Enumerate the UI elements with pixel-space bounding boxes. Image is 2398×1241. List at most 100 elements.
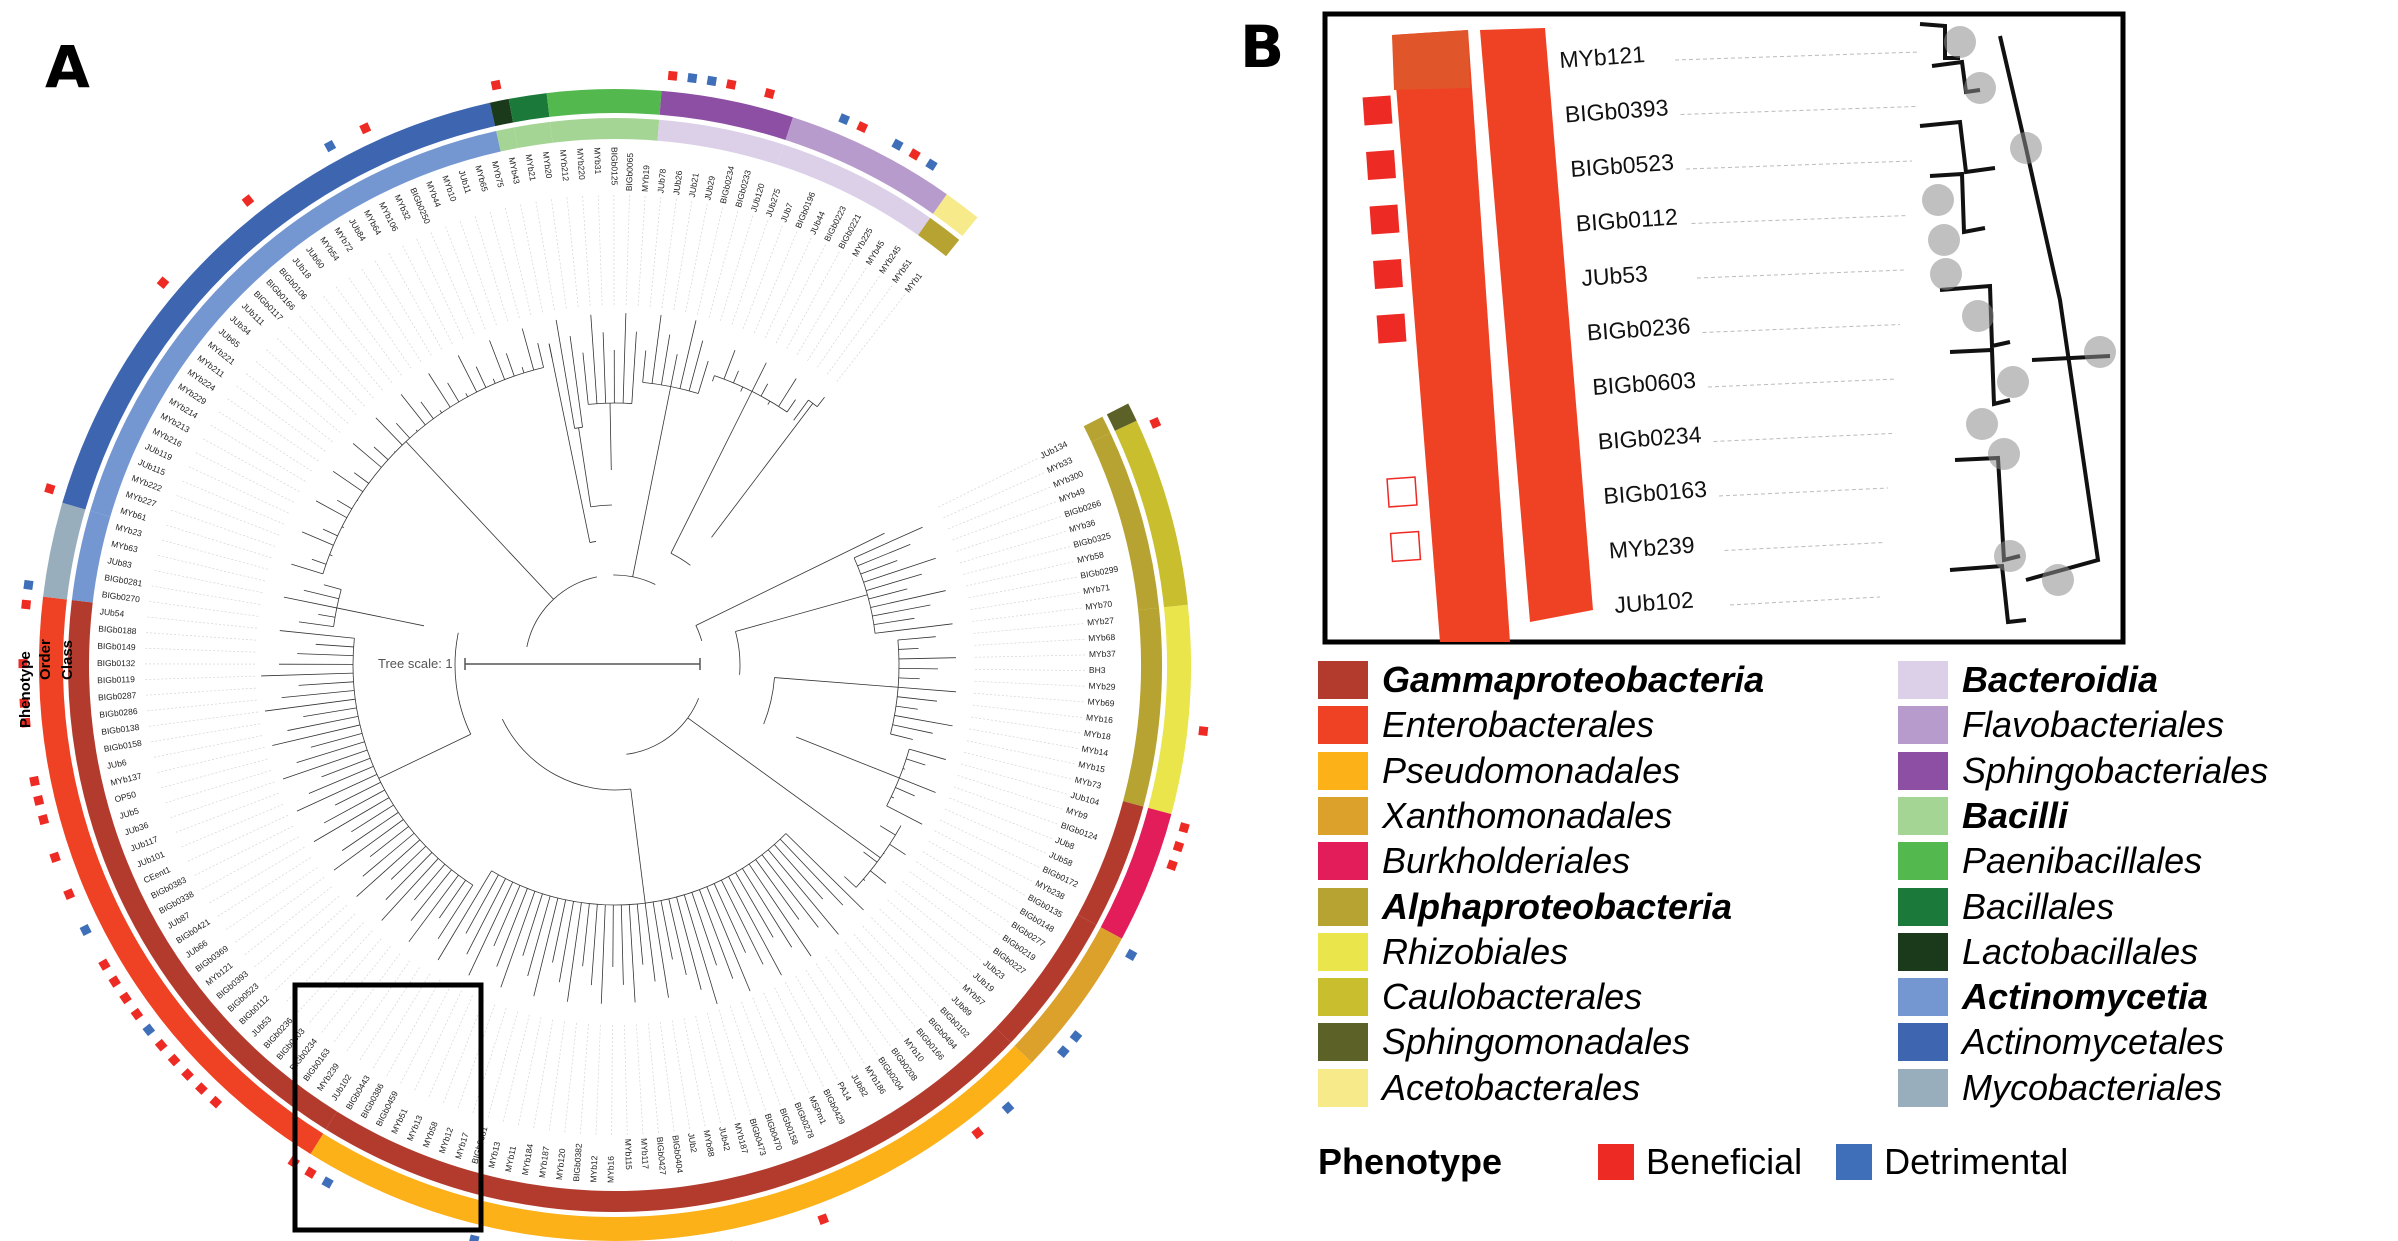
leaf-guide — [321, 946, 391, 1033]
phenotype-marker-beneficial — [108, 975, 121, 988]
branch — [420, 401, 434, 419]
branch — [652, 901, 669, 998]
branch — [334, 781, 381, 806]
leaf-label: BIGb0325 — [1072, 530, 1112, 549]
leaf-guide — [346, 960, 410, 1052]
circular-phylogenetic-tree: JUb134MYb33MYb300MYb49BIGb0266MYb36BIGb0… — [17, 70, 1209, 1241]
branch — [468, 881, 514, 976]
leaf-guide — [195, 452, 295, 503]
branch — [492, 378, 496, 384]
phenotype-marker-beneficial — [154, 1038, 168, 1052]
leaf-label: JUb120 — [748, 182, 766, 213]
phenotype-marker-beneficial — [359, 122, 372, 135]
leaf-label: BIGb0299 — [1080, 564, 1120, 581]
leaf-guide — [146, 632, 256, 641]
phenotype-marker-beneficial — [1166, 859, 1178, 872]
legend-item-caulobacterales: Caulobacterales — [1318, 976, 1642, 1017]
branch — [362, 832, 415, 877]
leaf-guide — [402, 245, 453, 345]
branch — [898, 677, 920, 680]
order-ring-segment-bacillales-10 — [508, 93, 550, 123]
inset-branch — [1998, 35, 2101, 582]
branch — [378, 733, 471, 779]
branch-arc — [553, 576, 597, 600]
phenotype-legend: Phenotype Beneficial Detrimental — [1318, 1140, 2102, 1184]
branch — [537, 343, 544, 368]
leaf-guide — [154, 570, 263, 594]
leaf-guide — [161, 758, 268, 789]
branch — [886, 805, 923, 825]
legend-label: Xanthomonadales — [1382, 794, 1673, 836]
branch — [283, 596, 337, 609]
leaf-label: BIGb0158 — [103, 738, 143, 754]
leaf-guide — [255, 361, 341, 433]
leaf-label: JUb104 — [1070, 790, 1101, 808]
leaf-label: JUb21 — [687, 172, 701, 198]
panel-label-b: B — [1240, 13, 1285, 81]
ring-label-order: Order — [37, 639, 54, 680]
leaf-label: BIGb0404 — [670, 1135, 685, 1175]
leaf-label: MYb117 — [639, 1138, 651, 1170]
branch — [466, 878, 506, 955]
leaf-guide — [374, 260, 432, 356]
legend-label: Flavobacteriales — [1962, 704, 2225, 746]
branch — [373, 446, 389, 461]
legend-item-acetobacterales: Acetobacterales — [1318, 1067, 1640, 1108]
leaf-guide — [194, 825, 294, 876]
legend-item-lactobacillales: Lactobacillales — [1898, 931, 2198, 972]
legend-label: Paenibacillales — [1962, 840, 2203, 882]
branch — [863, 851, 878, 863]
branch — [333, 819, 404, 871]
phenotype-marker-beneficial — [304, 1166, 317, 1179]
branch — [906, 758, 926, 766]
phenotype-marker-beneficial — [44, 483, 56, 495]
branch — [558, 901, 574, 983]
phenotype-marker-detrimental — [1001, 1101, 1015, 1115]
inset-node-marker — [1930, 258, 1962, 290]
legend-label: Mycobacteriales — [1962, 1066, 2223, 1108]
branch — [578, 427, 592, 507]
leaf-guide — [535, 201, 555, 311]
branch — [590, 314, 598, 404]
leaf-label: BIGb0132 — [97, 658, 136, 668]
leaf-label: MYb17 — [453, 1131, 471, 1160]
branch — [311, 558, 327, 565]
legend-item-bacilli: Bacilli — [1898, 795, 2068, 836]
ring-label-phenotype: Phenotype — [17, 651, 34, 728]
leaf-guide — [731, 220, 768, 325]
branch — [676, 896, 702, 990]
branch — [688, 340, 704, 391]
branch — [860, 560, 898, 575]
legend-swatch — [1318, 1068, 1368, 1107]
legend-swatch — [1898, 706, 1948, 745]
leaf-guide — [956, 516, 1062, 552]
class-ring-segment-bacteroidia-12 — [657, 119, 785, 165]
leaf-guide — [685, 204, 708, 313]
leaf-guide — [487, 1011, 519, 1118]
phenotype-marker-beneficial — [908, 148, 921, 161]
branch — [630, 788, 646, 904]
branch — [760, 383, 769, 397]
branch — [748, 863, 812, 957]
leaf-guide — [226, 867, 318, 930]
leaf-guide — [548, 1021, 565, 1131]
leaf-label: MYb11 — [503, 1145, 518, 1173]
inset-leaf-label: JUb102 — [1614, 587, 1695, 618]
branch — [261, 672, 354, 677]
legend-item-pseudomonadales: Pseudomonadales — [1318, 750, 1680, 791]
leaf-guide — [154, 735, 263, 758]
phenotype-marker-detrimental — [142, 1023, 156, 1037]
leaf-guide — [244, 886, 332, 955]
branch — [668, 898, 687, 975]
branch — [706, 886, 751, 992]
branch — [866, 573, 922, 591]
phenotype-marker-beneficial — [181, 1068, 194, 1081]
panel-label-a: A — [45, 33, 90, 101]
legend-swatch — [1898, 842, 1948, 881]
leaf-label: MYb13 — [486, 1140, 502, 1169]
branch — [875, 623, 953, 634]
leaf-guide — [970, 592, 1080, 610]
leaf-guide — [879, 908, 961, 984]
branch — [500, 891, 536, 988]
branch — [315, 643, 354, 648]
